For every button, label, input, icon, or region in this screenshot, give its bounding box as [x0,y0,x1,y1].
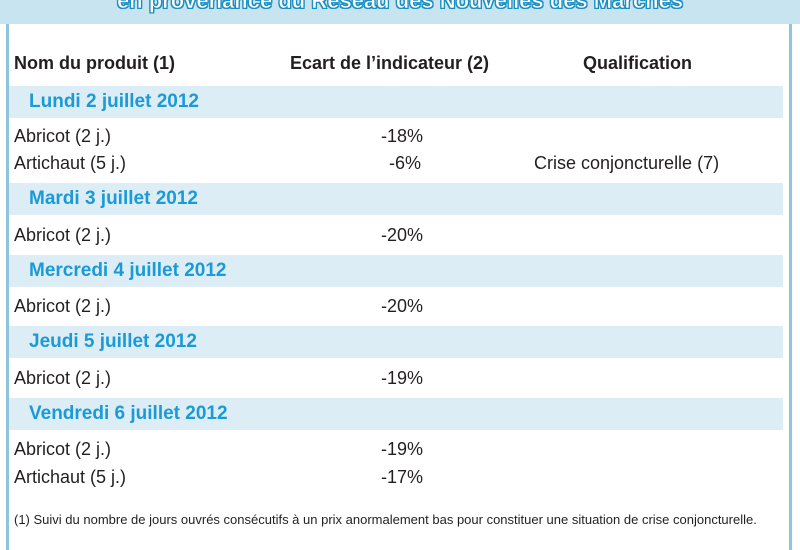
table-cell-product: Abricot (2 j.) [14,368,112,388]
column-header-qualification: Qualification [583,53,693,73]
table-cell-value: -19% [381,368,424,388]
table-cell-value: -18% [381,126,424,146]
day-label: Mardi 3 juillet 2012 [29,188,198,209]
title-banner: en provenance du Réseau des Nouvelles de… [0,0,800,24]
day-label: Vendredi 6 juillet 2012 [29,403,228,424]
table-cell-product: Abricot (2 j.) [14,296,112,316]
banner-title: en provenance du Réseau des Nouvelles de… [116,0,684,13]
table-cell-value: -20% [381,225,424,245]
table-cell-product: Abricot (2 j.) [14,225,112,245]
day-label: Mercredi 4 juillet 2012 [29,260,227,281]
table-cell-value: -20% [381,296,424,316]
day-band: Mardi 3 juillet 2012 [9,183,783,215]
day-label: Jeudi 5 juillet 2012 [29,331,197,352]
day-band: Jeudi 5 juillet 2012 [9,326,783,358]
table-cell-value: -19% [381,439,424,459]
table-cell-product: Abricot (2 j.) [14,126,112,146]
column-header-product: Nom du produit (1) [14,53,175,73]
table-cell-product: Abricot (2 j.) [14,439,112,459]
day-band: Lundi 2 juillet 2012 [9,86,783,118]
day-band: Vendredi 6 juillet 2012 [9,398,783,430]
table-cell-product: Artichaut (5 j.) [14,153,127,173]
table-cell-product: Artichaut (5 j.) [14,467,127,487]
table-cell-qualification: Crise conjoncturelle (7) [534,153,720,173]
day-label: Lundi 2 juillet 2012 [29,91,199,112]
table-cell-value: -6% [389,153,422,173]
column-header-indicator: Ecart de l’indicateur (2) [290,53,490,73]
day-band: Mercredi 4 juillet 2012 [9,255,783,287]
footnote: (1) Suivi du nombre de jours ouvrés cons… [14,512,757,527]
table-cell-value: -17% [381,467,424,487]
